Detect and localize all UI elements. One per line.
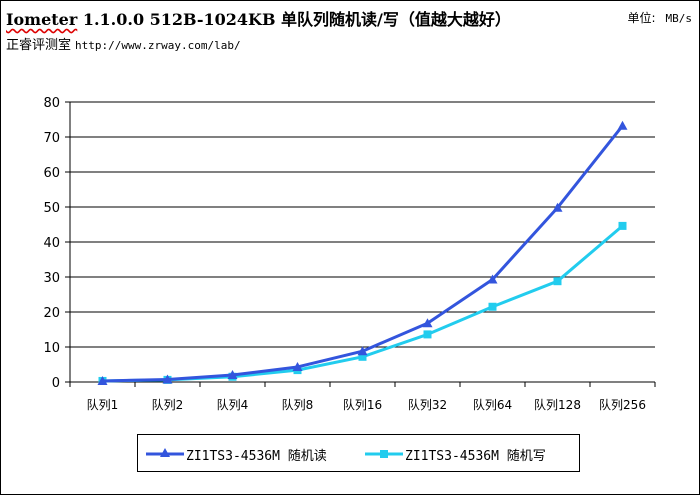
series-0-point-0 xyxy=(97,375,108,385)
series-1-point-7 xyxy=(553,277,562,286)
series-0-point-3 xyxy=(292,361,303,371)
y-tick-label-6: 60 xyxy=(43,166,60,181)
x-tick-label-4: 队列16 xyxy=(343,397,382,412)
title-row: Iometer 1.1.0.0 512B-1024KB 单队列随机读/写（值越大… xyxy=(6,6,696,30)
lab-credit: 正睿评测室 http://www.zrway.com/lab/ xyxy=(6,34,241,53)
chart-title: Iometer 1.1.0.0 512B-1024KB 单队列随机读/写（值越大… xyxy=(6,6,511,30)
x-tick-label-2: 队列4 xyxy=(217,397,249,412)
legend-label-write: ZI1TS3-4536M 随机写 xyxy=(405,449,546,464)
legend: ZI1TS3-4536M 随机读 ZI1TS3-4536M 随机写 xyxy=(137,434,580,472)
legend-swatch-write xyxy=(365,450,403,458)
y-tick-label-4: 40 xyxy=(43,236,60,251)
legend-swatch-read xyxy=(146,448,184,457)
x-tick-label-0: 队列1 xyxy=(87,397,119,412)
series-0-point-1 xyxy=(162,374,173,384)
series-0-point-5 xyxy=(422,318,433,328)
unit-label: 单位: MB/s xyxy=(627,9,692,26)
series-1-point-6 xyxy=(488,302,497,311)
chart-title-text: 1.1.0.0 512B-1024KB 单队列随机读/写（值越大越好） xyxy=(77,10,511,29)
x-tick-label-8: 队列256 xyxy=(599,397,646,412)
series-0-point-4 xyxy=(357,346,368,356)
y-tick-label-7: 70 xyxy=(43,131,60,146)
series-1-point-8 xyxy=(618,221,627,230)
x-tick-label-3: 队列8 xyxy=(282,397,314,412)
y-tick-label-5: 50 xyxy=(43,201,60,216)
y-tick-label-0: 0 xyxy=(52,376,60,391)
x-tick-label-1: 队列2 xyxy=(152,397,184,412)
series-0-point-6 xyxy=(487,274,498,284)
unit-label-text: 单位: xyxy=(627,11,656,25)
lab-name: 正睿评测室 xyxy=(6,38,72,53)
y-tick-label-1: 10 xyxy=(43,341,60,356)
chart-title-word: Iometer xyxy=(6,10,78,29)
y-tick-label-3: 30 xyxy=(43,271,60,286)
series-1-point-4 xyxy=(358,352,367,361)
y-tick-label-2: 20 xyxy=(43,306,60,321)
x-tick-label-5: 队列32 xyxy=(408,397,447,412)
series-0-point-7 xyxy=(552,202,563,212)
unit-value: MB/s xyxy=(665,12,693,25)
y-tick-label-8: 80 xyxy=(43,96,60,111)
legend-label-read: ZI1TS3-4536M 随机读 xyxy=(186,449,327,464)
series-0-point-8 xyxy=(617,120,628,130)
series-1-point-5 xyxy=(423,330,432,339)
lab-url: http://www.zrway.com/lab/ xyxy=(75,39,241,52)
x-tick-label-7: 队列128 xyxy=(534,397,581,412)
x-tick-label-6: 队列64 xyxy=(473,397,512,412)
series-0-point-2 xyxy=(227,370,238,379)
